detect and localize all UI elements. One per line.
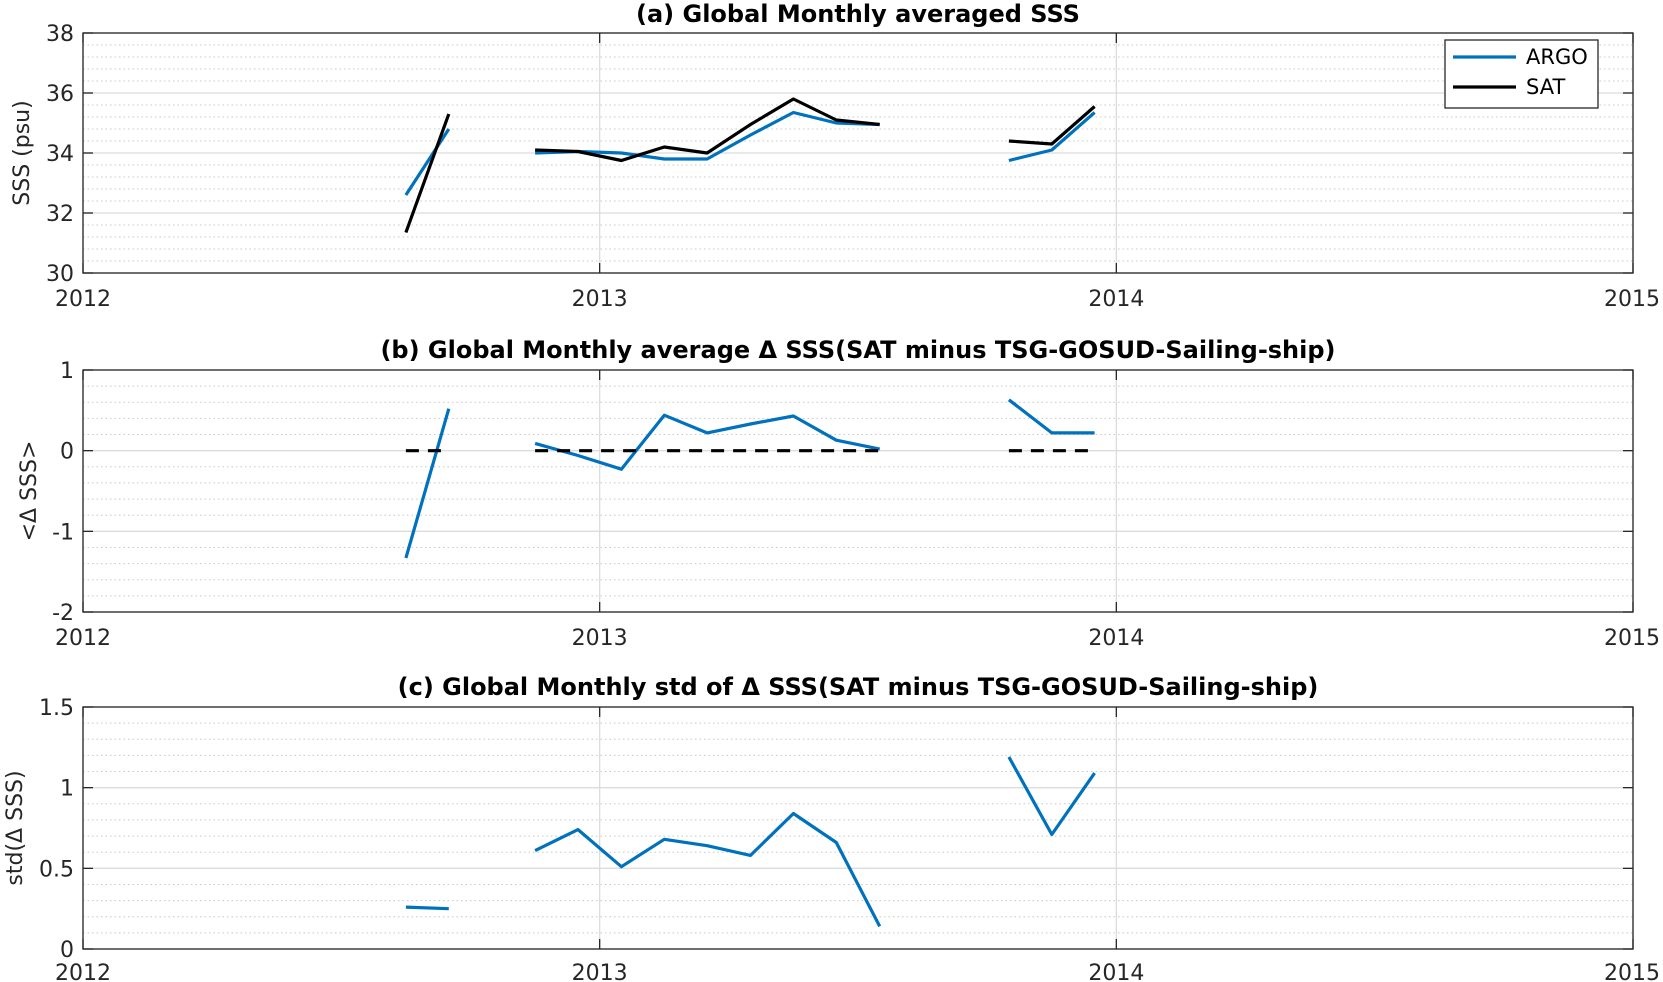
x-tick-label: 2015 [1604, 626, 1660, 651]
x-tick-label: 2014 [1088, 961, 1144, 982]
x-tick-label: 2012 [55, 961, 111, 982]
axes-frame [82, 369, 1634, 613]
y-tick-label: 0.5 [39, 857, 74, 882]
y-tick-label: 32 [46, 202, 74, 227]
series-line-argo [404, 128, 451, 196]
y-axis-label: SSS (psu) [10, 100, 35, 205]
y-tick-label: 1 [60, 359, 74, 384]
series-line-sat [535, 97, 880, 163]
series-line-delta-sss [534, 413, 881, 471]
x-tick-label: 2012 [55, 626, 111, 651]
y-tick-label: 1 [60, 777, 74, 802]
panel-b: 2012 2013 2014 2015 -2 -1 0 1 (b) Global Monthly… [17, 336, 1660, 651]
y-tick-label: 0 [60, 938, 74, 963]
x-tick-label: 2014 [1088, 626, 1144, 651]
series-line-delta-sss [405, 905, 449, 911]
y-tick-label: 1.5 [39, 696, 74, 721]
y-tick-label: 30 [46, 262, 74, 287]
legend-box [1444, 39, 1599, 109]
x-tick-label: 2012 [55, 287, 111, 312]
x-tick-label: 2014 [1088, 287, 1144, 312]
y-tick-label: -1 [52, 520, 74, 545]
series-line-delta-sss [534, 811, 882, 928]
y-tick-label: 34 [46, 142, 74, 167]
legend-label-argo: ARGO [1526, 45, 1588, 69]
x-tick-label: 2015 [1604, 287, 1660, 312]
x-tick-label: 2013 [572, 961, 628, 982]
series-line-sat [404, 113, 451, 234]
x-tick-label: 2013 [572, 287, 628, 312]
panel-c: 2012 2013 2014 2015 0 0.5 1 1.5 (c) Global Month… [3, 673, 1660, 982]
x-tick-label: 2013 [572, 626, 628, 651]
legend-label-sat: SAT [1526, 75, 1565, 99]
series-line-delta-sss [404, 408, 451, 559]
series-line-sat [1008, 105, 1096, 146]
y-tick-label: -2 [52, 601, 74, 626]
panel-title: (b) Global Monthly average Δ SSS(SAT min… [380, 336, 1335, 364]
legend: ARGO SAT [1444, 39, 1599, 109]
series-line-argo [535, 110, 880, 161]
y-axis-label: std(Δ SSS) [3, 770, 28, 885]
series-line-argo [1008, 111, 1096, 163]
plot-area [83, 370, 1633, 612]
x-tick-label: 2015 [1604, 961, 1660, 982]
plot-area [83, 707, 1633, 949]
panel-title: (a) Global Monthly averaged SSS [636, 0, 1080, 28]
axes-frame [82, 706, 1634, 950]
panel-a: 2012 2013 2014 2015 30 32 34 36 38 (a) Global Mon… [10, 0, 1660, 312]
y-tick-label: 38 [46, 22, 74, 47]
y-tick-label: 36 [46, 82, 74, 107]
panel-title: (c) Global Monthly std of Δ SSS(SAT minu… [398, 673, 1319, 701]
series-line-delta-sss [1007, 398, 1095, 435]
y-tick-label: 0 [60, 440, 74, 465]
y-axis-label: <Δ SSS> [17, 441, 42, 542]
series-line-delta-sss [1007, 756, 1096, 837]
